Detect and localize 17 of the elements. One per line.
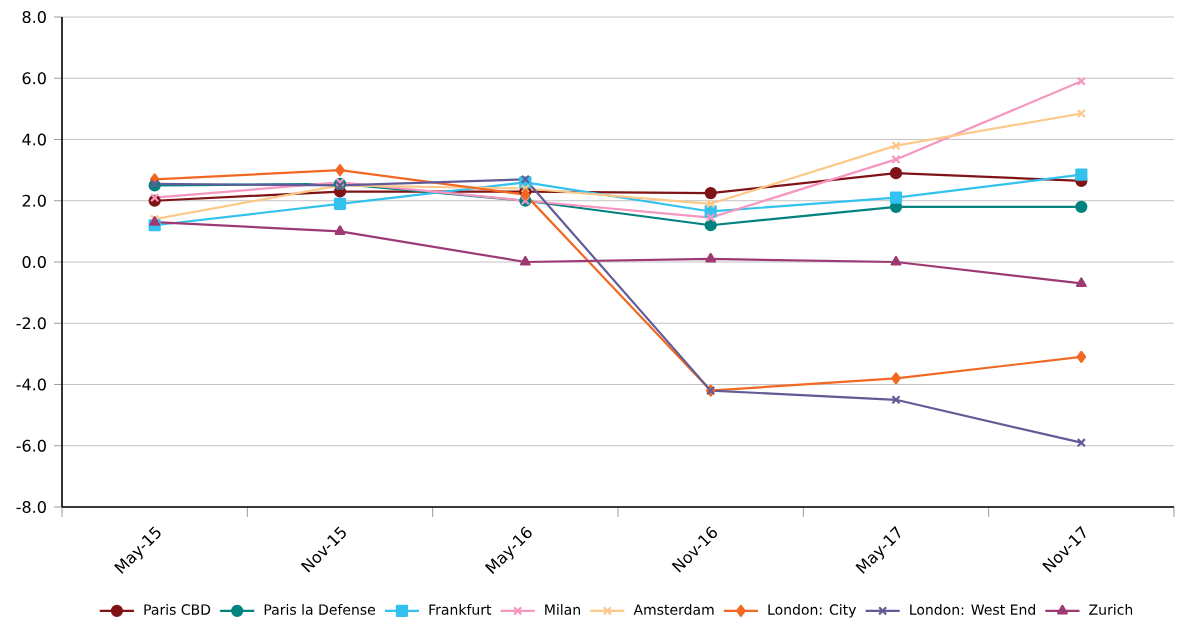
legend-label: Frankfurt [429,604,492,615]
y-tick-label: 6.0 [22,72,46,85]
y-tick-label: 8.0 [22,10,46,24]
y-tick-label: 4.0 [22,133,46,146]
y-tick-label: -4.0 [16,378,46,391]
y-tick-label: -2.0 [16,317,46,330]
y-tick-label: -6.0 [16,439,46,452]
legend-label: London: City [768,604,857,618]
y-tick-label: 0.0 [22,255,46,269]
legend-label: Zurich [1089,604,1133,615]
legend-label: Paris la Defense [264,604,376,615]
legend-label: London: West End [910,604,1035,615]
legend-label: Milan [545,604,580,615]
y-tick-label: 2.0 [22,194,46,207]
y-tick-label: -8.0 [16,500,46,514]
legend-label: Paris CBD [144,604,211,615]
legend-label: Amsterdam [633,604,714,615]
